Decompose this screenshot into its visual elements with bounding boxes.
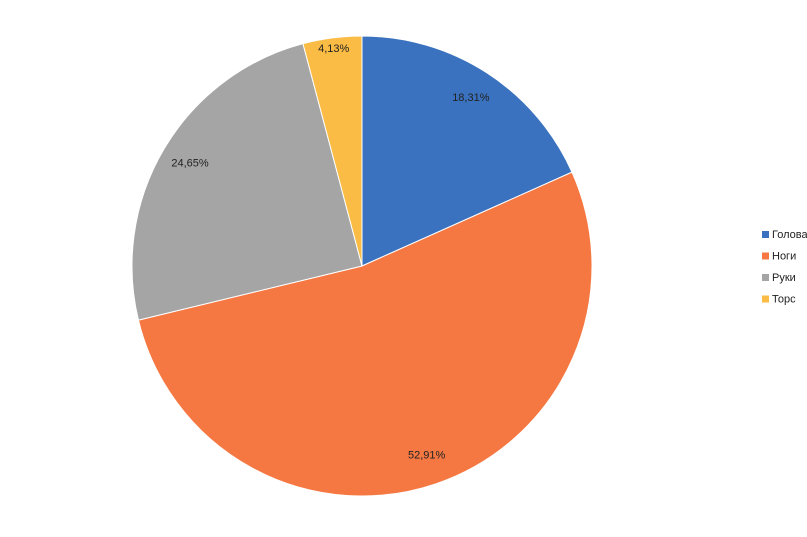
data-label: 24,65%	[171, 158, 209, 170]
legend-swatch	[762, 274, 769, 281]
legend-label: Ноги	[772, 250, 796, 262]
legend-label: Голова	[772, 229, 807, 241]
pie-slice	[131, 43, 363, 321]
data-label: 18,31%	[452, 92, 490, 104]
pie-slice	[361, 35, 573, 267]
pie-slice	[137, 171, 593, 497]
legend-label: Руки	[772, 272, 796, 284]
data-label: 4,13%	[318, 43, 349, 55]
data-label: 52,91%	[408, 449, 446, 461]
legend-swatch	[762, 231, 769, 238]
legend-swatch	[762, 252, 769, 260]
legend-swatch	[762, 295, 769, 303]
pie-slice	[302, 35, 363, 267]
legend-label: Торс	[772, 293, 796, 305]
